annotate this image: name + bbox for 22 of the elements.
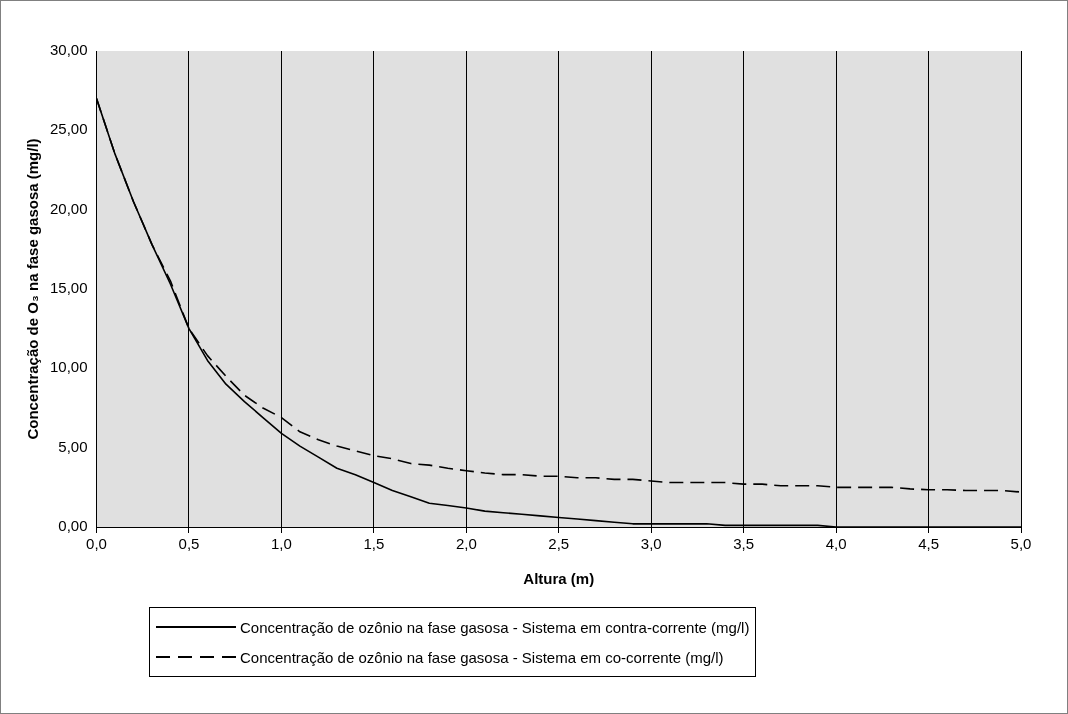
- y-tick-label: 30,00: [49, 41, 88, 59]
- legend-label: Concentração de ozônio na fase gasosa - Sistema em co-corrente (mg/l): [240, 648, 724, 666]
- y-tick-label: 15,00: [49, 279, 88, 297]
- y-tick-label: 10,00: [49, 358, 88, 376]
- y-tick-label: 25,00: [49, 120, 88, 138]
- y-axis-title: Concentração de O₃ na fase gasosa (mg/l): [24, 138, 42, 440]
- x-tick-label: 3,5: [733, 535, 755, 553]
- x-tick-label: 1,0: [271, 535, 292, 553]
- x-tick-label: 0,0: [86, 535, 107, 553]
- x-axis-title: Altura (m): [523, 570, 595, 588]
- x-tick-label: 2,0: [455, 535, 477, 553]
- y-tick-label: 20,00: [49, 199, 88, 217]
- x-tick-label: 1,5: [363, 535, 385, 553]
- x-tick-label: 4,0: [825, 535, 847, 553]
- y-tick-label: 5,00: [58, 437, 88, 455]
- x-tick-label: 3,0: [640, 535, 662, 553]
- x-tick-label: 4,5: [918, 535, 939, 553]
- y-tick-label: 0,00: [58, 517, 88, 535]
- legend-label: Concentração de ozônio na fase gasosa - Sistema em contra-corrente (mg/l): [240, 618, 750, 636]
- x-tick-label: 0,5: [178, 535, 200, 553]
- x-tick-label: 5,0: [1010, 535, 1032, 553]
- x-tick-label: 2,5: [548, 535, 570, 553]
